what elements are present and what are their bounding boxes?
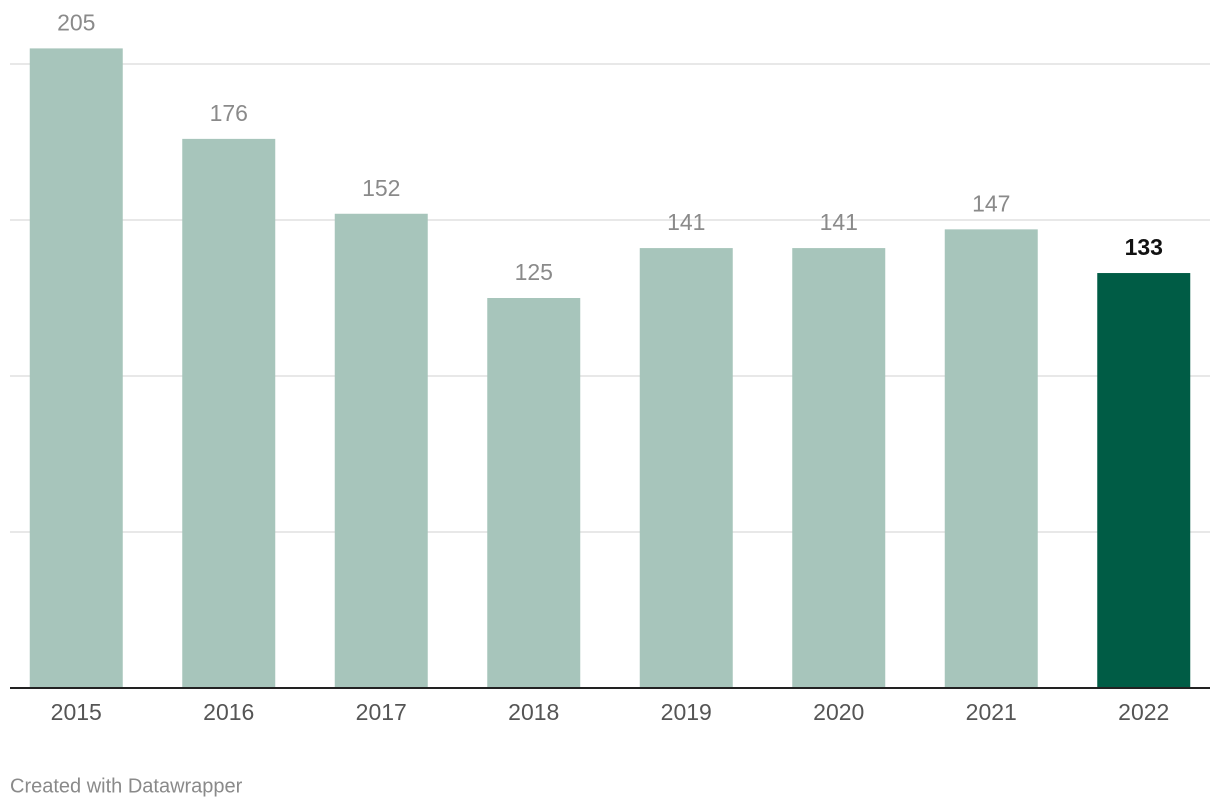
x-tick-label: 2018 (508, 699, 559, 725)
value-label: 125 (515, 259, 553, 285)
x-tick-label: 2021 (966, 699, 1017, 725)
bar (182, 138, 276, 688)
value-label: 141 (667, 209, 705, 235)
bar (334, 213, 428, 688)
value-label: 147 (972, 190, 1010, 216)
value-label: 205 (57, 9, 95, 35)
value-label: 152 (362, 175, 400, 201)
x-tick-label: 2017 (356, 699, 407, 725)
x-tick-label: 2015 (51, 699, 102, 725)
value-label: 176 (210, 100, 248, 126)
x-tick-label: 2016 (203, 699, 254, 725)
bar (792, 248, 886, 688)
x-tick-label: 2022 (1118, 699, 1169, 725)
bar (1097, 273, 1191, 688)
bar (29, 48, 123, 688)
bar (639, 248, 733, 688)
credit: Created with Datawrapper (10, 775, 243, 797)
bar (487, 298, 581, 688)
bar (944, 229, 1038, 689)
x-tick-label: 2019 (661, 699, 712, 725)
value-label: 133 (1125, 234, 1163, 260)
x-tick-label: 2020 (813, 699, 864, 725)
value-label: 141 (820, 209, 858, 235)
